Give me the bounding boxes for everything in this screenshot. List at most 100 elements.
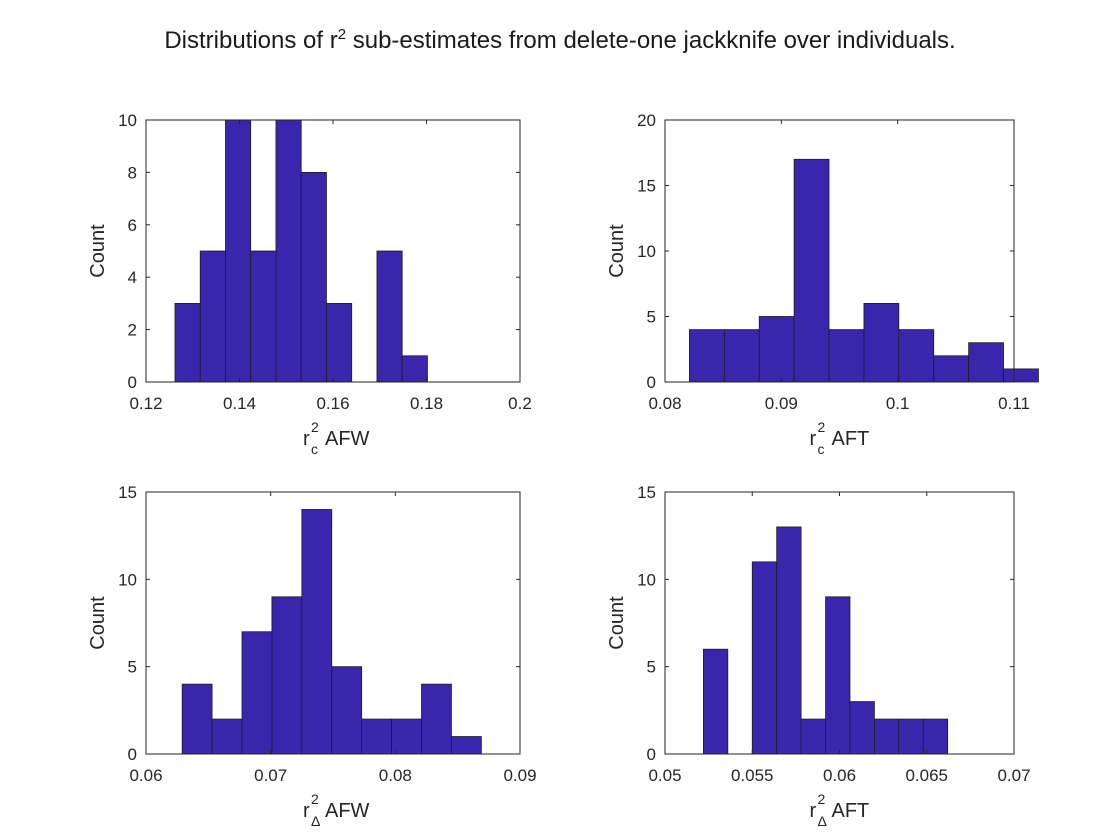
histogram-bar bbox=[326, 302, 353, 383]
x-axis-label-base: r bbox=[303, 428, 310, 450]
histogram-bar bbox=[401, 355, 428, 383]
y-axis-label: Count bbox=[606, 596, 628, 650]
y-tick-label: 10 bbox=[118, 111, 137, 130]
x-axis-label-text: AFT bbox=[832, 428, 870, 450]
x-axis-label-sub: c bbox=[311, 441, 318, 457]
x-tick-label: 0.1 bbox=[886, 394, 910, 413]
x-axis-label-base: r bbox=[810, 428, 817, 450]
x-axis-label-sub: Δ bbox=[818, 813, 827, 829]
x-axis-label-text: AFW bbox=[325, 428, 370, 450]
histogram-bar bbox=[828, 329, 865, 383]
histogram-panel-4: 0.05 0.055 0.06 0.065 0.07 0 5 10 15 Count r2 Δ AFT bbox=[606, 483, 1031, 829]
y-tick-label: 2 bbox=[128, 321, 137, 340]
histogram-bar bbox=[933, 355, 970, 383]
histogram-bar bbox=[898, 718, 924, 755]
histogram-bar bbox=[751, 561, 778, 755]
x-tick-label: 0.09 bbox=[765, 394, 798, 413]
histogram-bar bbox=[451, 736, 482, 755]
x-axis-label-text: AFT bbox=[832, 800, 870, 822]
figure-title-after: sub-estimates from delete-one jackknife … bbox=[346, 27, 956, 54]
figure-title-before: Distributions of r bbox=[164, 27, 338, 54]
histogram-bar bbox=[874, 718, 900, 755]
x-tick-label: 0.18 bbox=[410, 394, 443, 413]
x-tick-label: 0.08 bbox=[648, 394, 681, 413]
x-axis-label-base: r bbox=[303, 800, 310, 822]
x-tick-label: 0.11 bbox=[998, 394, 1030, 413]
histogram-bar bbox=[211, 718, 243, 755]
y-tick-label: 15 bbox=[637, 177, 656, 196]
histogram-bar bbox=[922, 718, 949, 755]
x-tick-label: 0.16 bbox=[316, 394, 349, 413]
x-axis-label: r2 Δ AFW bbox=[303, 791, 370, 829]
histogram-bar bbox=[702, 648, 729, 755]
y-tick-label: 20 bbox=[637, 111, 656, 130]
x-axis-label-sup: 2 bbox=[311, 419, 319, 435]
histogram-bar bbox=[421, 683, 452, 755]
x-tick-label: 0.08 bbox=[379, 766, 412, 785]
histogram-panel-2: 0.08 0.09 0.1 0.11 0 5 10 15 20 Count r2 c AFT bbox=[606, 111, 1039, 457]
x-axis-label-base: r bbox=[810, 800, 817, 822]
x-axis-label-sup: 2 bbox=[311, 791, 319, 807]
x-tick-label: 0.05 bbox=[648, 766, 681, 785]
x-tick-label: 0.055 bbox=[731, 766, 774, 785]
y-tick-label: 5 bbox=[647, 308, 656, 327]
histogram-bar bbox=[300, 171, 327, 383]
y-tick-label: 10 bbox=[118, 570, 137, 589]
y-axis-label: Count bbox=[606, 224, 628, 278]
x-tick-label: 0.06 bbox=[823, 766, 856, 785]
y-tick-label: 8 bbox=[128, 163, 137, 182]
histogram-bar bbox=[689, 329, 725, 383]
x-tick-label: 0.14 bbox=[223, 394, 256, 413]
histogram-bar bbox=[968, 342, 1004, 383]
y-tick-label: 5 bbox=[128, 658, 137, 677]
figure-title: Distributions of r2 sub-estimates from d… bbox=[0, 26, 1120, 55]
x-tick-label: 0.07 bbox=[254, 766, 287, 785]
histogram-bar bbox=[863, 302, 900, 383]
histogram-bar bbox=[793, 158, 830, 383]
y-tick-label: 10 bbox=[637, 242, 656, 261]
histogram-bar bbox=[181, 683, 213, 755]
y-tick-label: 0 bbox=[647, 745, 656, 764]
figure-title-sup: 2 bbox=[337, 26, 347, 43]
histogram-bar bbox=[800, 718, 826, 755]
x-tick-label: 0.06 bbox=[129, 766, 162, 785]
histogram-bar bbox=[275, 119, 302, 383]
y-tick-label: 4 bbox=[128, 268, 137, 287]
y-axis-label: Count bbox=[87, 224, 109, 278]
y-tick-label: 15 bbox=[118, 483, 137, 502]
x-axis-label-sup: 2 bbox=[818, 419, 826, 435]
histogram-bar bbox=[225, 119, 252, 383]
histogram-bar bbox=[1003, 368, 1039, 383]
x-axis-label: r2 Δ AFT bbox=[810, 791, 870, 829]
y-tick-label: 15 bbox=[637, 483, 656, 502]
x-axis-label-sub: Δ bbox=[311, 813, 320, 829]
histogram-bar bbox=[301, 509, 333, 755]
histogram-bar bbox=[331, 666, 363, 755]
histogram-panel-3: 0.06 0.07 0.08 0.09 0 5 10 15 Count r2 Δ AFW bbox=[87, 483, 537, 829]
x-tick-label: 0.065 bbox=[905, 766, 948, 785]
histogram-bar bbox=[376, 250, 403, 383]
axes-box bbox=[145, 491, 521, 755]
histogram-bar bbox=[758, 316, 795, 383]
y-tick-label: 0 bbox=[128, 745, 137, 764]
histogram-bar bbox=[250, 250, 277, 383]
histogram-bar bbox=[723, 329, 760, 383]
x-tick-label: 0.07 bbox=[997, 766, 1030, 785]
histogram-bar bbox=[825, 596, 851, 755]
x-axis-label-sub: c bbox=[818, 441, 825, 457]
y-axis-label: Count bbox=[87, 596, 109, 650]
x-axis-label: r2 c AFW bbox=[303, 419, 370, 457]
histogram-bar bbox=[391, 718, 422, 755]
y-tick-label: 10 bbox=[637, 570, 656, 589]
x-axis-label-sup: 2 bbox=[818, 791, 826, 807]
histogram-bar bbox=[849, 701, 875, 755]
histogram-bar bbox=[241, 631, 273, 755]
histogram-bar bbox=[271, 596, 303, 755]
histogram-bar bbox=[776, 526, 802, 755]
histogram-bar bbox=[361, 718, 392, 755]
x-tick-label: 0.09 bbox=[503, 766, 536, 785]
histogram-bar bbox=[199, 250, 226, 383]
x-axis-label: r2 c AFT bbox=[810, 419, 870, 457]
